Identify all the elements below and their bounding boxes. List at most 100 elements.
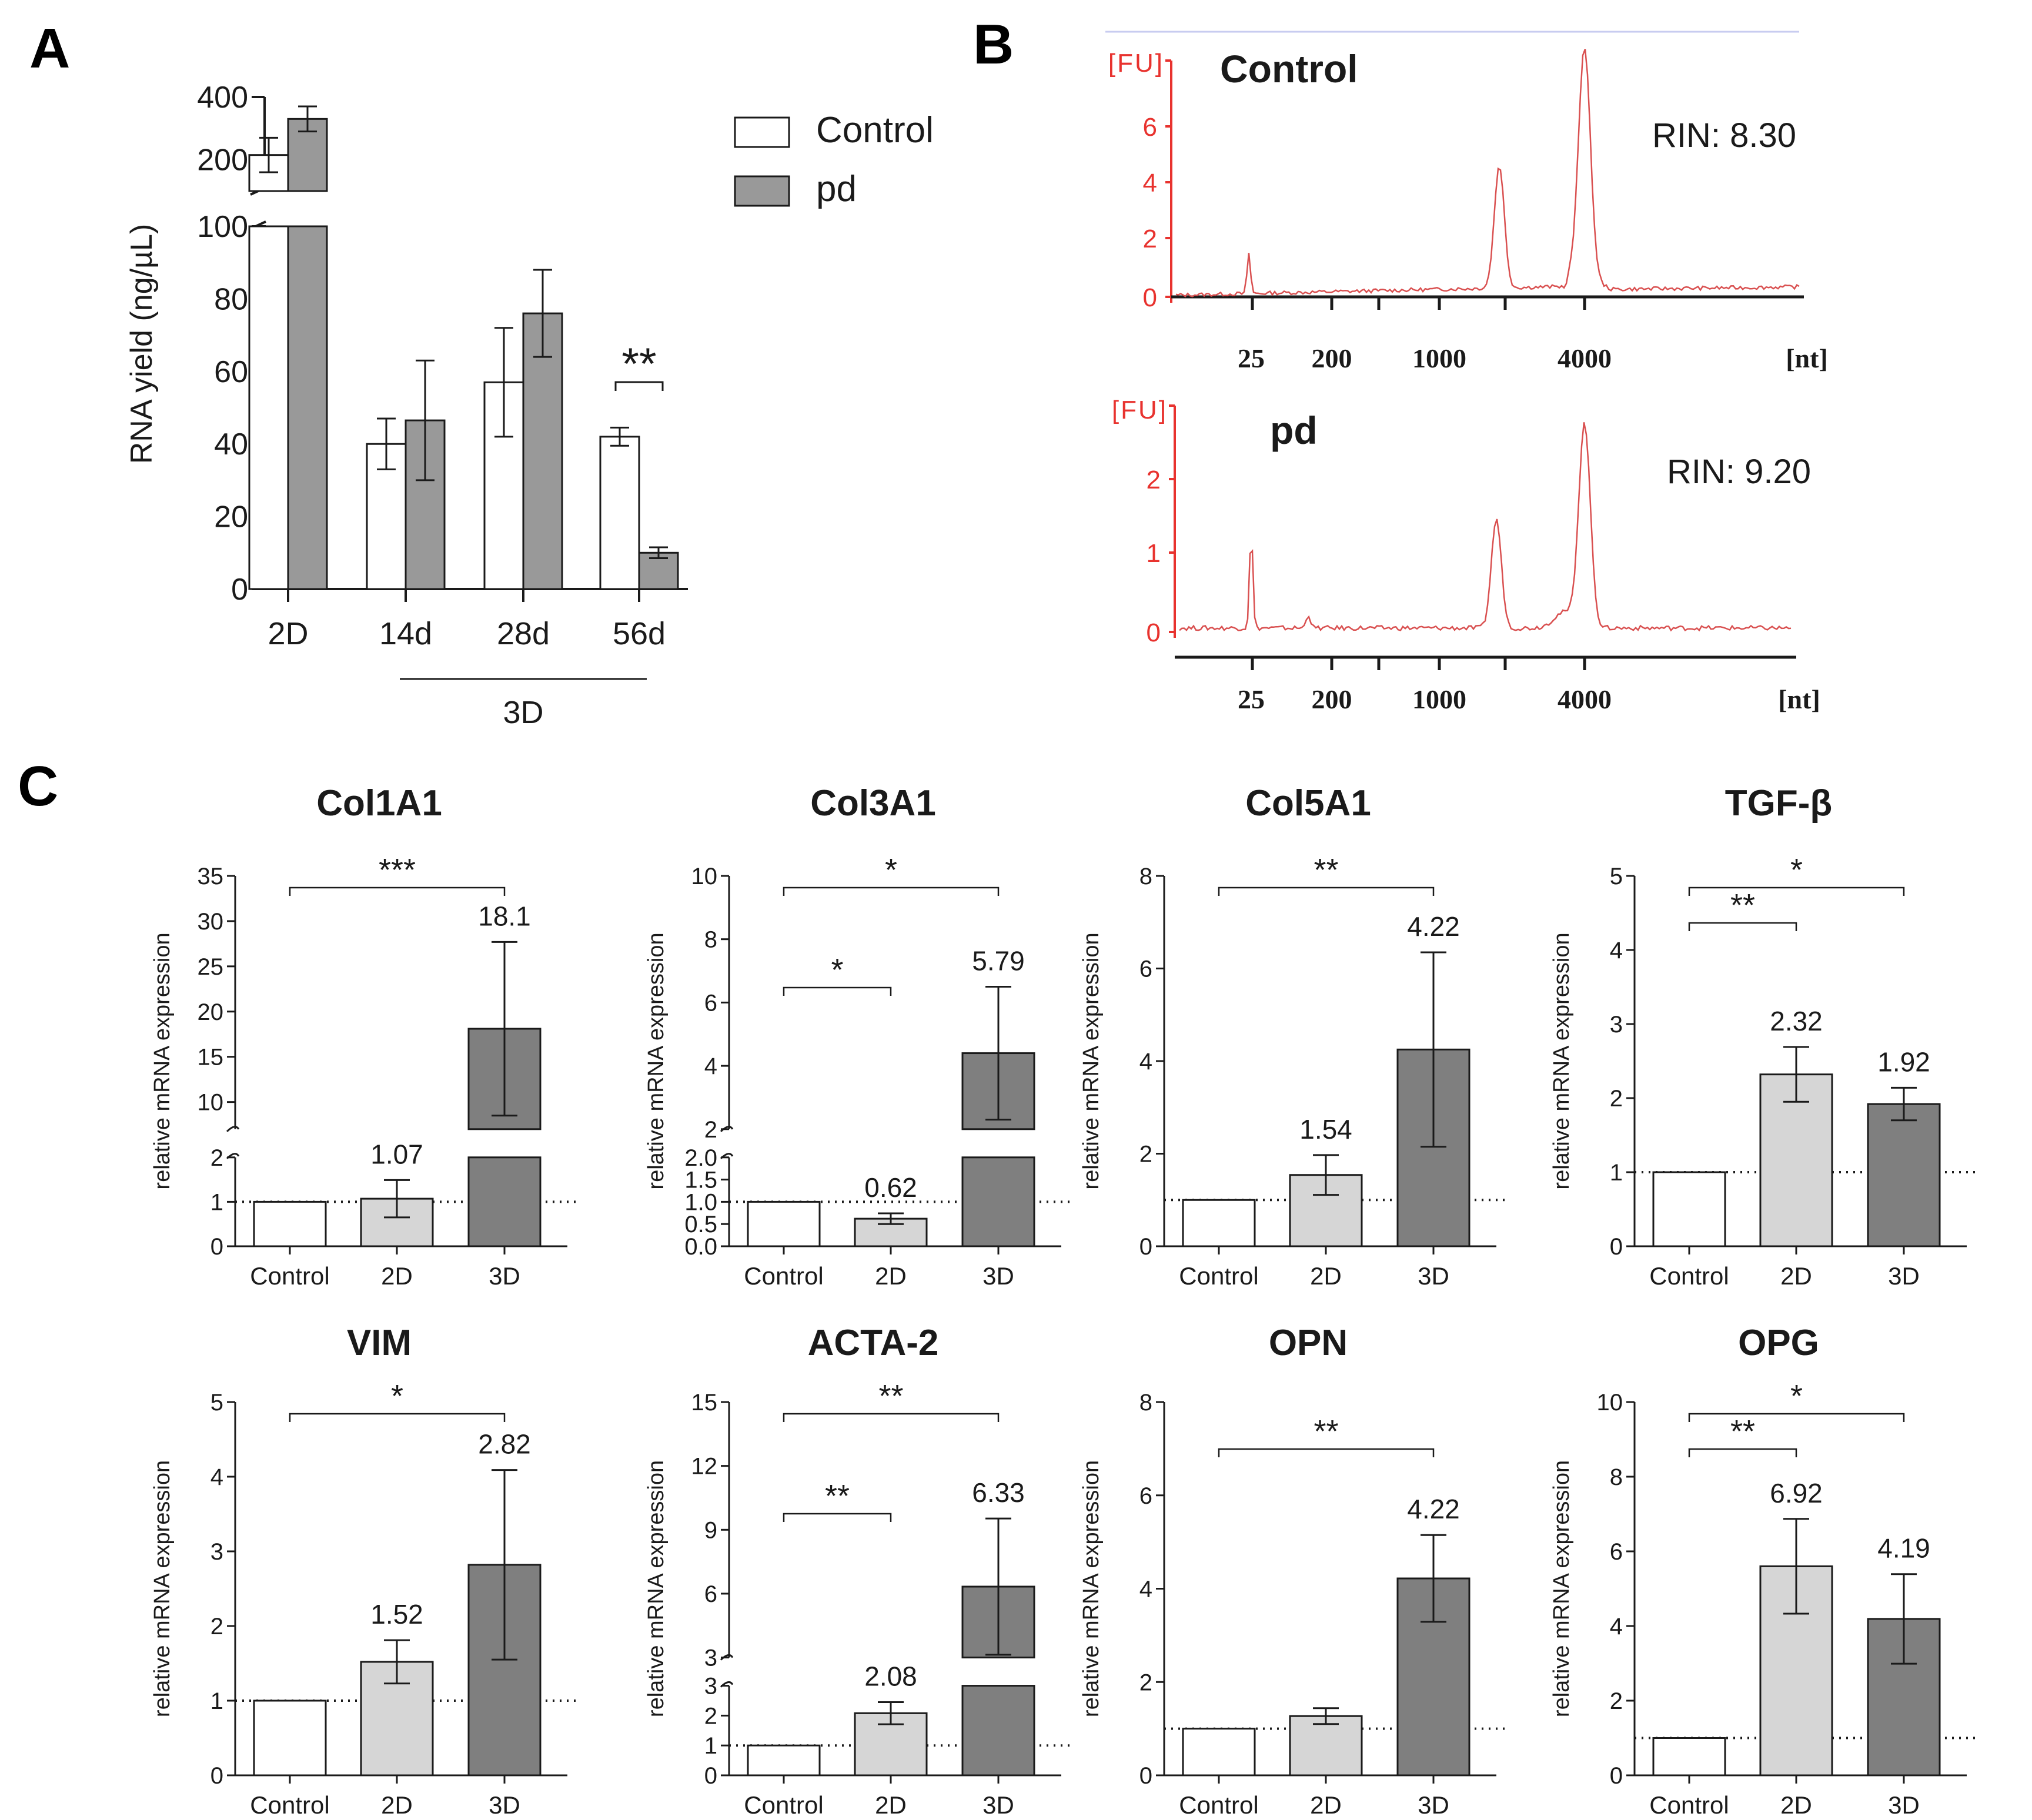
data-label: 2.82 bbox=[478, 1429, 531, 1460]
data-label: 1.52 bbox=[370, 1599, 423, 1630]
significance-label: ** bbox=[621, 339, 656, 389]
significance-label: ** bbox=[825, 1478, 850, 1514]
y-tick-label: 30 bbox=[198, 909, 224, 935]
significance-bracket bbox=[289, 1413, 506, 1422]
y-axis-label: relative mRNA expression bbox=[1549, 932, 1574, 1189]
data-label: 4.19 bbox=[1877, 1533, 1930, 1564]
y-axis-label: relative mRNA expression bbox=[150, 932, 175, 1189]
significance-label: * bbox=[831, 952, 843, 988]
y-tick-label: 0 bbox=[1147, 618, 1161, 647]
x-tick-label: 2D bbox=[268, 616, 308, 651]
significance-bracket bbox=[1688, 922, 1797, 931]
x-tick-label: 3D bbox=[489, 1262, 520, 1290]
y-tick-label: 0 bbox=[1143, 283, 1157, 312]
panel-title: VIM bbox=[347, 1323, 412, 1363]
y-tick-label: 2 bbox=[210, 1614, 223, 1640]
y-tick-label: 2 bbox=[1139, 1142, 1152, 1167]
data-label: 2.08 bbox=[864, 1661, 917, 1692]
y-tick-label: 10 bbox=[1597, 1390, 1623, 1416]
y-tick-label: 0 bbox=[1610, 1234, 1623, 1260]
significance-bracket bbox=[1218, 886, 1435, 896]
panel-title: Col3A1 bbox=[810, 783, 936, 824]
significance-label: * bbox=[391, 1379, 403, 1414]
y-tick-label: 3 bbox=[704, 1645, 717, 1671]
x-tick-label: 3D bbox=[982, 1791, 1014, 1819]
y-axis-label: relative mRNA expression bbox=[644, 932, 669, 1189]
y-tick-label: 40 bbox=[214, 427, 248, 461]
trace-line bbox=[1179, 422, 1792, 632]
x-tick-label: 25 bbox=[1238, 684, 1265, 714]
data-label: 6.33 bbox=[972, 1477, 1025, 1508]
y-tick-label: 4 bbox=[1610, 1614, 1623, 1640]
panel-title: OPN bbox=[1269, 1323, 1348, 1363]
y-unit-label: [FU] bbox=[1108, 49, 1164, 78]
significance-bracket bbox=[1688, 1413, 1905, 1422]
panel-vim: VIM relative mRNA expression 0 1 2 3 4 5 Control… bbox=[150, 1323, 576, 1819]
panel-label-c: C bbox=[18, 755, 58, 818]
x-unit-label: [nt] bbox=[1778, 684, 1820, 714]
significance-label: * bbox=[1790, 1379, 1803, 1414]
y-tick-label: 1 bbox=[1147, 539, 1161, 568]
y-tick-label: 0.0 bbox=[684, 1234, 717, 1260]
panel-col5a1: Col5A1 relative mRNA expression 0 2 4 6 8 Contr… bbox=[1079, 783, 1505, 1290]
axis-break-mark bbox=[720, 1654, 734, 1661]
y-tick-label: 35 bbox=[198, 864, 224, 889]
y-tick-label: 3 bbox=[1610, 1012, 1623, 1038]
panel-title: ACTA-2 bbox=[808, 1323, 939, 1363]
y-tick-label: 10 bbox=[198, 1090, 224, 1116]
y-tick-label: 2 bbox=[1610, 1086, 1623, 1112]
significance-label: *** bbox=[379, 852, 416, 888]
y-axis-label: relative mRNA expression bbox=[1079, 932, 1104, 1189]
significance-bracket bbox=[783, 1413, 1000, 1422]
y-unit-label: [FU] bbox=[1112, 396, 1168, 424]
y-tick-label: 20 bbox=[214, 500, 248, 534]
y-tick-label: 0 bbox=[1610, 1763, 1623, 1789]
y-tick-label: 100 bbox=[197, 210, 248, 244]
panel-opn: OPN relative mRNA expression 0 2 4 6 8 Control 2… bbox=[1079, 1323, 1505, 1819]
y-tick-label: 6 bbox=[704, 990, 717, 1016]
y-tick-label: 8 bbox=[704, 927, 717, 953]
rin-label: RIN: 9.20 bbox=[1667, 453, 1811, 491]
y-tick-label: 3 bbox=[210, 1539, 223, 1565]
y-axis-label: relative mRNA expression bbox=[1549, 1460, 1574, 1717]
chart-b: [FU] 0 2 4 6 25 200 1000 4000 [nt] Control RIN: 8.3… bbox=[1105, 31, 1828, 714]
y-tick-label: 6 bbox=[1610, 1539, 1623, 1565]
significance-label: * bbox=[1790, 852, 1803, 888]
x-tick-label: 200 bbox=[1312, 684, 1352, 714]
y-tick-label: 400 bbox=[197, 81, 248, 115]
x-tick-label: Control bbox=[744, 1791, 823, 1819]
y-tick-label: 6 bbox=[704, 1581, 717, 1607]
y-tick-label: 4 bbox=[1139, 1049, 1152, 1075]
y-tick-label: 0 bbox=[231, 573, 248, 607]
y-tick-label: 0 bbox=[210, 1763, 223, 1789]
y-tick-label: 25 bbox=[198, 954, 224, 980]
x-tick-label: Control bbox=[1179, 1262, 1258, 1290]
y-tick-label: 0 bbox=[1139, 1763, 1152, 1789]
panel-col1a1: Col1A1 relative mRNA expression 0 1 2 10 15 20 2… bbox=[150, 783, 576, 1290]
x-tick-label: 56d bbox=[613, 616, 666, 651]
legend-label-control: Control bbox=[816, 110, 934, 150]
significance-bracket bbox=[289, 886, 506, 896]
legend-label-pd: pd bbox=[816, 169, 857, 209]
bar-3d bbox=[1396, 1577, 1470, 1776]
panel-title: TGF-β bbox=[1725, 783, 1832, 824]
y-tick-label: 4 bbox=[1143, 169, 1157, 198]
significance-bracket bbox=[783, 886, 1000, 896]
axis-break-mark bbox=[226, 1126, 240, 1132]
y-tick-label: 12 bbox=[691, 1454, 718, 1480]
y-tick-label: 80 bbox=[214, 282, 248, 316]
data-label: 1.54 bbox=[1299, 1114, 1352, 1145]
y-tick-label: 6 bbox=[1139, 1483, 1152, 1509]
significance-bracket bbox=[1218, 1448, 1435, 1457]
y-tick-label: 0 bbox=[210, 1234, 223, 1260]
data-label: 1.07 bbox=[370, 1139, 423, 1169]
axis-break-mark bbox=[720, 1126, 734, 1132]
significance-label: ** bbox=[878, 1379, 903, 1414]
y-tick-label: 3 bbox=[704, 1674, 717, 1699]
significance-label: ** bbox=[1314, 852, 1338, 888]
significance-label: ** bbox=[1730, 1414, 1755, 1449]
significance-label: * bbox=[885, 852, 897, 888]
x-tick-label: Control bbox=[250, 1262, 329, 1290]
